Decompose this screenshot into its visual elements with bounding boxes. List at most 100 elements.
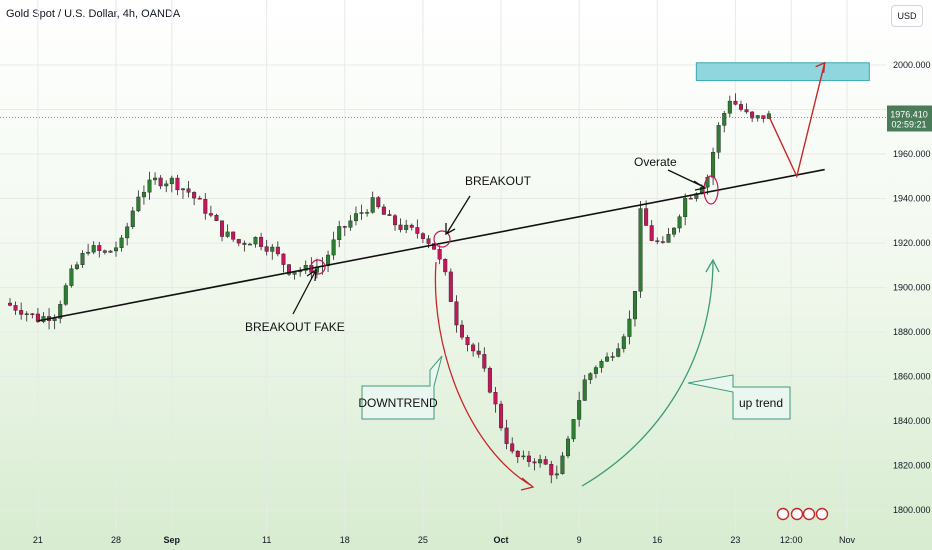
candle-body [593,367,598,374]
candle-body [203,199,208,214]
candle [387,209,392,216]
candle [41,312,46,324]
candle [616,343,621,358]
candle-body [97,245,102,251]
price-tick-label: 1820.000 [893,461,931,471]
candle [599,359,604,373]
candle-body [275,246,280,255]
candle [437,245,442,265]
candle-body [588,373,593,380]
price-tick-label: 2000.000 [893,60,931,70]
time-tick-label: 9 [577,535,582,545]
candle [186,181,191,198]
candle [69,264,74,288]
candle-body [426,238,431,244]
annotation-labels: BREAKOUT BREAKOUT FAKE Overate DOWNTREND up … [245,155,791,420]
time-tick-label: Oct [494,535,509,545]
candle [655,237,660,245]
candle [292,271,297,280]
candle [638,201,643,298]
candle-body [649,225,654,241]
time-axis[interactable]: 21 28 Sep 11 18 25 Oct 9 16 23 12:00 Nov [33,507,856,546]
candle-body [744,109,749,113]
candle-body [264,246,269,252]
uptrend-arrow [581,261,714,487]
candle [180,187,185,199]
time-tick-label: 12:00 [780,535,803,545]
candle [108,250,113,253]
candle-body [571,419,576,440]
candle [571,418,576,443]
candle [404,219,409,234]
candle-body [153,177,158,181]
uptrend-label: up trend [739,396,783,410]
candle [74,261,79,271]
target-zone [695,62,870,82]
candle [270,244,275,260]
candle-body [761,115,766,119]
candle [342,225,347,237]
time-tick-label: 18 [340,535,350,545]
candle [264,239,269,256]
candle-body [672,227,677,235]
candle [543,456,548,466]
currency-selector[interactable]: USD [891,5,923,27]
price-tick-label: 1920.000 [893,238,931,248]
chart-title: Gold Spot / U.S. Dollar, 4h, OANDA [6,8,181,20]
candle-body [577,400,582,420]
candle [722,110,727,133]
candle-body [722,113,727,126]
overate-label: Overate [634,155,677,169]
candle-body [471,344,476,352]
downtrend-label: DOWNTREND [358,396,438,410]
candle-body [253,236,258,245]
candle [331,231,336,260]
candle-body [398,224,403,230]
candle-body [125,226,130,239]
downtrend-callout [361,355,443,420]
candle-body [683,197,688,217]
candle-body [487,368,492,393]
candle-body [727,100,732,114]
candle-body [52,318,57,321]
candle-body [499,403,504,429]
candle [471,342,476,357]
candle-body [554,473,559,476]
candle [716,122,721,159]
candle-body [359,212,364,214]
candle [582,374,587,401]
candle [683,193,688,226]
candle-body [192,192,197,199]
price-tick-label: 1940.000 [893,194,931,204]
candle [415,219,420,239]
candle-body [644,208,649,226]
breakout-label: BREAKOUT [465,174,532,188]
candle [359,204,364,220]
time-tick-label: Nov [839,535,856,545]
candle [169,175,174,193]
price-tick-label: 1860.000 [893,372,931,382]
candle-body [175,177,180,191]
candle [744,103,749,114]
candle-body [119,237,124,248]
candle [326,250,331,272]
candle-body [130,210,135,227]
candle [19,302,24,320]
candle-body [526,455,531,462]
candle-body [409,224,414,228]
projection-path [768,62,826,179]
candle [141,185,146,205]
candle-body [35,313,40,322]
candle-body [136,196,141,212]
candle-body [86,251,91,254]
candle-body [208,213,213,216]
breakout-fake-pointer-head [306,268,317,282]
candle-body [231,231,236,240]
candle-body [353,213,358,222]
candle-body [766,113,771,119]
candle [593,365,598,379]
candle-body [655,240,660,242]
grid [0,0,886,535]
